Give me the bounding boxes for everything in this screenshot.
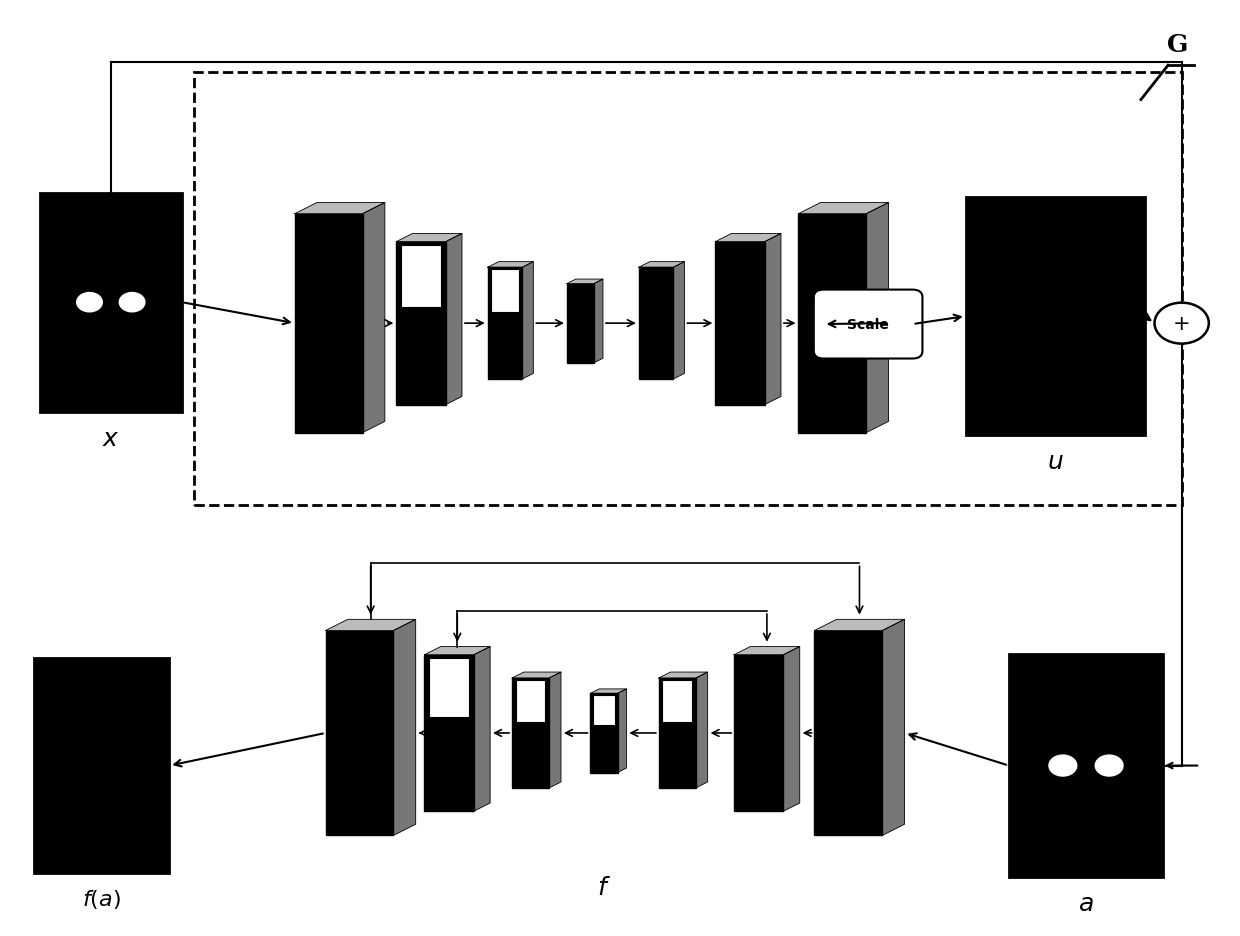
Bar — [590, 694, 618, 773]
Polygon shape — [618, 689, 626, 773]
Text: G: G — [1167, 33, 1189, 57]
Polygon shape — [799, 203, 889, 214]
Polygon shape — [549, 672, 560, 788]
Text: $a$: $a$ — [1078, 891, 1094, 915]
Bar — [295, 214, 362, 433]
Polygon shape — [487, 262, 533, 268]
Polygon shape — [734, 647, 800, 655]
Bar — [966, 198, 1145, 435]
Text: $f$: $f$ — [596, 874, 611, 899]
Polygon shape — [397, 234, 463, 242]
Bar — [567, 285, 594, 363]
Bar — [491, 271, 518, 313]
Text: $u$: $u$ — [1047, 449, 1064, 474]
Bar — [487, 268, 522, 380]
Polygon shape — [696, 672, 708, 788]
Polygon shape — [522, 262, 533, 380]
Circle shape — [1154, 303, 1209, 344]
Bar — [195, 73, 1182, 505]
Polygon shape — [673, 262, 684, 380]
Bar — [397, 242, 445, 405]
Bar — [40, 194, 182, 412]
Polygon shape — [590, 689, 626, 694]
Polygon shape — [883, 620, 904, 836]
Bar — [658, 679, 696, 788]
Bar — [593, 695, 615, 725]
Circle shape — [1049, 755, 1076, 776]
Polygon shape — [424, 647, 490, 655]
Circle shape — [1095, 755, 1123, 776]
Bar — [799, 214, 867, 433]
Polygon shape — [295, 203, 384, 214]
FancyBboxPatch shape — [813, 290, 923, 359]
Text: $f(a)$: $f(a)$ — [82, 886, 122, 910]
Circle shape — [119, 293, 145, 313]
Bar — [429, 658, 469, 718]
Polygon shape — [658, 672, 708, 679]
Polygon shape — [326, 620, 415, 631]
Polygon shape — [765, 234, 781, 405]
Polygon shape — [784, 647, 800, 812]
Polygon shape — [512, 672, 560, 679]
Bar — [33, 659, 170, 872]
Polygon shape — [594, 280, 603, 363]
Polygon shape — [715, 234, 781, 242]
Bar — [815, 631, 883, 836]
Polygon shape — [393, 620, 415, 836]
Polygon shape — [815, 620, 904, 631]
Bar — [424, 655, 474, 812]
Text: $x$: $x$ — [102, 426, 119, 450]
Text: +: + — [1173, 314, 1190, 334]
Polygon shape — [639, 262, 684, 268]
Bar — [512, 679, 549, 788]
Bar — [1009, 654, 1163, 877]
Polygon shape — [867, 203, 889, 433]
Polygon shape — [567, 280, 603, 285]
Polygon shape — [362, 203, 384, 433]
Bar — [326, 631, 393, 836]
Circle shape — [77, 293, 102, 313]
Bar — [662, 680, 692, 723]
Bar — [402, 245, 440, 308]
Polygon shape — [474, 647, 490, 812]
Polygon shape — [445, 234, 463, 405]
Bar — [734, 655, 784, 812]
Bar — [516, 680, 546, 723]
Bar — [715, 242, 765, 405]
Text: Scale: Scale — [847, 317, 889, 331]
Bar — [639, 268, 673, 380]
